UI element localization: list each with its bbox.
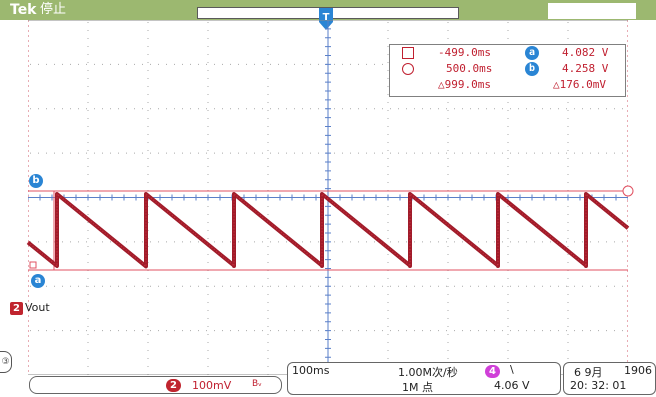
cursor-readout-box: -499.0ms 500.0ms △999.0ms a b 4.082 V 4.…: [389, 44, 626, 97]
ch2-ground-marker[interactable]: 2: [10, 302, 23, 315]
trigger-slope-icon: \: [510, 363, 514, 376]
delta-time: △999.0ms: [438, 78, 491, 91]
cursor-b-value: 4.258 V: [562, 62, 608, 75]
cursor-2-handle: [623, 186, 633, 196]
cursor2-time: 500.0ms: [446, 62, 492, 75]
trigger-level: 4.06 V: [494, 379, 530, 392]
ch2-badge: 2: [166, 379, 181, 392]
timebase: 100ms: [292, 364, 329, 377]
trigger-source-badge: 4: [485, 365, 500, 378]
record-length: 1M 点: [402, 379, 433, 395]
channel-readout-box[interactable]: 2 100mV Bᵥ: [29, 376, 282, 394]
cursor-a-badge: a: [525, 46, 539, 60]
side-menu-tab[interactable]: ③: [0, 351, 12, 373]
cursor2-circle-icon: [402, 63, 414, 75]
ch2-bandwidth-icon: Bᵥ: [252, 379, 262, 389]
date: 6 9月: [574, 364, 603, 380]
sample-rate: 1.00M次/秒: [398, 364, 458, 380]
cursor-b-side-badge[interactable]: b: [29, 174, 43, 188]
clock-time: 20: 32: 01: [570, 379, 626, 392]
horizontal-trigger-readout[interactable]: 100ms 1.00M次/秒 1M 点 4 \ 4.06 V: [287, 362, 561, 395]
ch2-scale: 100mV: [192, 379, 231, 392]
cursor-b-badge: b: [525, 62, 539, 76]
cursor1-time: -499.0ms: [438, 46, 491, 59]
delta-voltage: △176.0mV: [553, 78, 606, 91]
date-time-readout: 6 9月 1906 20: 32: 01: [563, 362, 656, 395]
cursor-1-handle: [30, 262, 36, 268]
ch2-waveform-trace: [28, 194, 628, 266]
year: 1906: [624, 364, 652, 377]
cursor-a-side-badge[interactable]: a: [31, 274, 45, 288]
cursor1-square-icon: [402, 47, 414, 59]
ch2-label: Vout: [25, 301, 50, 314]
cursor-a-value: 4.082 V: [562, 46, 608, 59]
